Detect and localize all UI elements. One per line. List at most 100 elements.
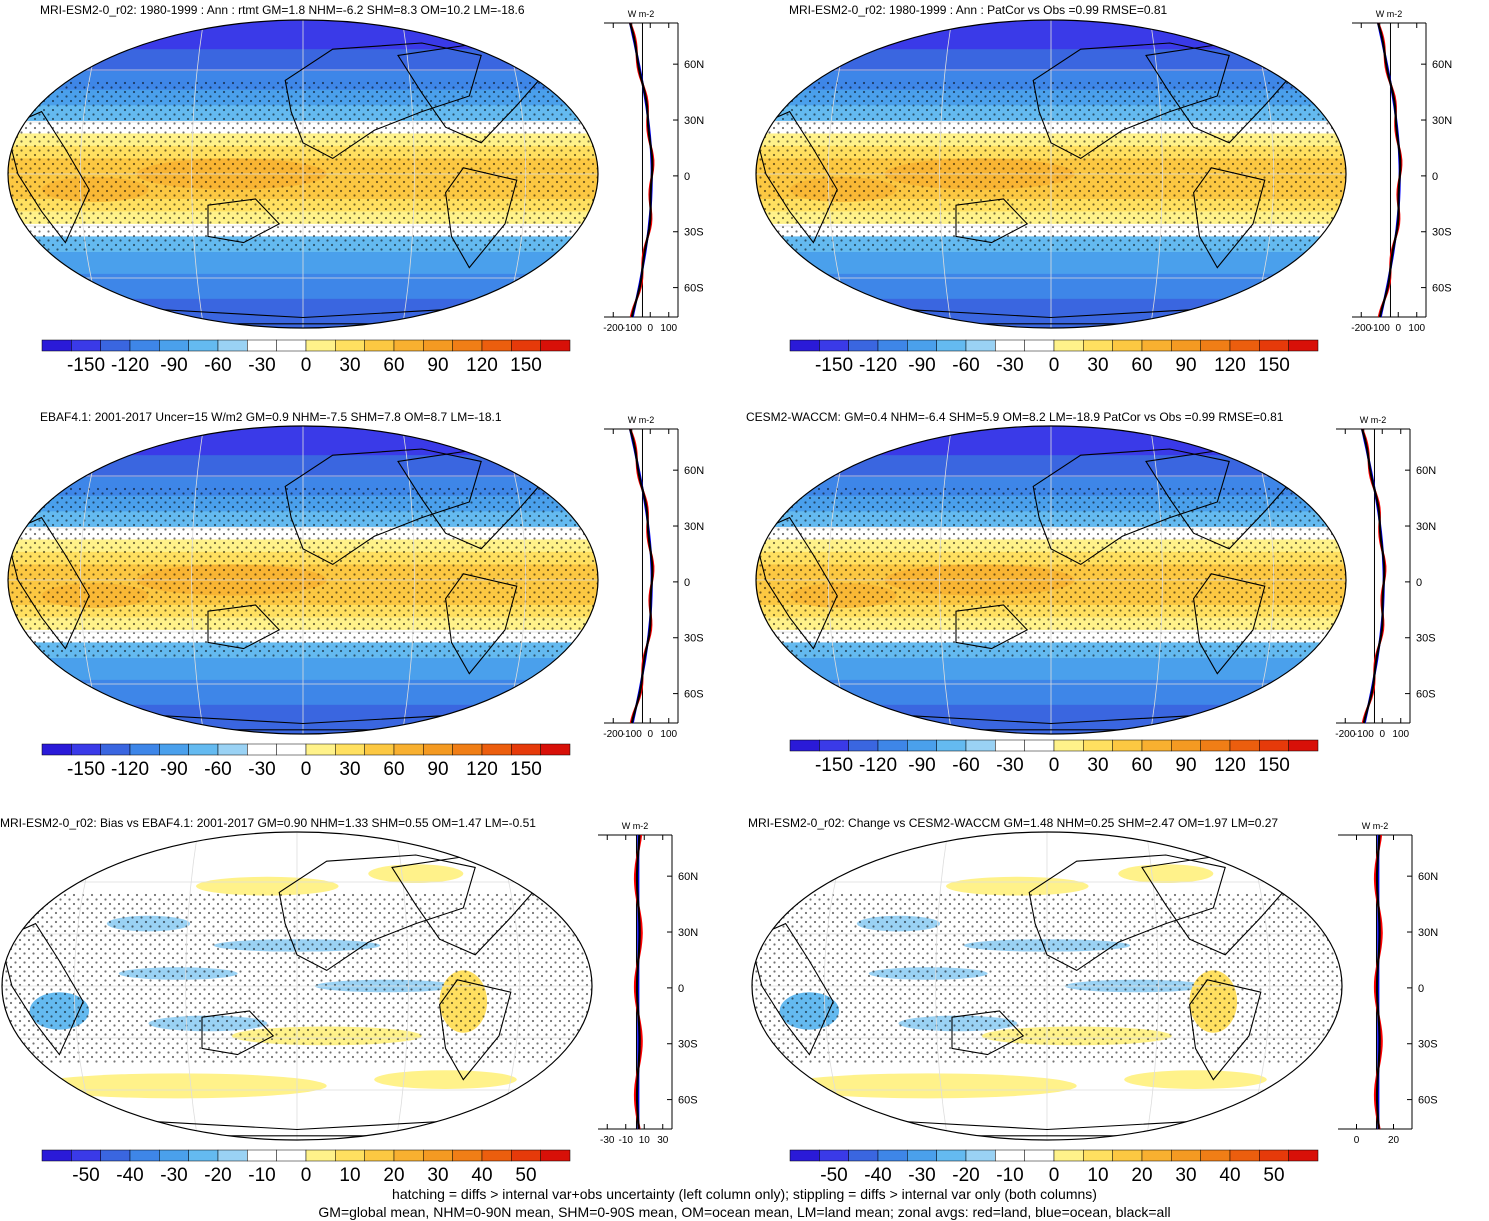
colorbar-tick-label: 20 <box>1131 1165 1152 1186</box>
colorbar-tick-label: 30 <box>339 759 360 780</box>
colorbar-tick-label: -150 <box>815 755 853 776</box>
zonal-lat-label: 30N <box>684 115 704 127</box>
colorbar-tick-label: -10 <box>248 1165 275 1186</box>
colorbar-tick-label: -50 <box>72 1165 99 1186</box>
zonal-lat-label: 0 <box>678 983 684 995</box>
colorbar-tick-label: 120 <box>466 355 498 376</box>
zonal-xtick-label: 0 <box>1379 729 1385 740</box>
colorbar-tick-label: 30 <box>427 1165 448 1186</box>
colorbar-tick-label: 0 <box>1049 355 1060 376</box>
panel-title-3: EBAF4.1: 2001-2017 Uncer=15 W/m2 GM=0.9 … <box>40 410 502 424</box>
colorbar-tick-label: 90 <box>1175 755 1196 776</box>
zonal-mean-plot-1: W m-2 -200-100 0 100 60N 30N 0 30S 60S <box>603 9 704 334</box>
zonal-mean-plot-2: W m-2 -200-100 0 100 60N 30N 0 30S 60S <box>1351 9 1452 334</box>
zonal-lat-label: 60S <box>678 1095 698 1107</box>
footnote-means: GM=global mean, NHM=0-90N mean, SHM=0-90… <box>318 1204 1171 1220</box>
colorbar-tick-label: 90 <box>1175 355 1196 376</box>
colorbar-tick-label: 150 <box>510 355 542 376</box>
zonal-xtick-label: -10 <box>619 1135 634 1146</box>
colorbar-tick-label: 10 <box>1087 1165 1108 1186</box>
zonal-lat-label: 0 <box>684 171 690 183</box>
colorbar-tick-label: 50 <box>515 1165 536 1186</box>
colorbar-tick-label: 60 <box>1131 755 1152 776</box>
zonal-unit-label: W m-2 <box>628 415 655 425</box>
colorbar-tick-label: 60 <box>383 759 404 780</box>
colorbar-tick-label: -30 <box>248 355 275 376</box>
zonal-lat-label: 60S <box>1432 283 1452 295</box>
zonal-lat-label: 0 <box>1416 577 1422 589</box>
zonal-xtick-label: 0 <box>1395 323 1401 334</box>
colorbar-tick-label: -60 <box>204 355 231 376</box>
panel-title-1: MRI-ESM2-0_r02: 1980-1999 : Ann : rtmt G… <box>40 3 525 17</box>
zonal-xtick-label: 0 <box>647 729 653 740</box>
zonal-lat-label: 60S <box>1418 1095 1438 1107</box>
zonal-xtick-label: 20 <box>1388 1135 1400 1146</box>
zonal-xtick-label: -200 <box>1351 323 1371 334</box>
zonal-lat-label: 60S <box>684 283 704 295</box>
zonal-mean-plot-4: W m-2 -200-100 0 100 60N 30N 0 30S 60S <box>1335 415 1436 740</box>
zonal-lat-label: 30S <box>1416 633 1436 645</box>
colorbar-tick-label: 0 <box>301 355 312 376</box>
colorbar-tick-label: -150 <box>67 759 105 780</box>
colorbar-tick-label: 150 <box>510 759 542 780</box>
colorbar-tick-label: -90 <box>908 355 935 376</box>
colorbar-tick-label: 10 <box>339 1165 360 1186</box>
zonal-mean-plot-6: W m-2 0 20 60N 30N 0 30S 60S <box>1338 821 1438 1146</box>
colorbar-tick-label: 20 <box>383 1165 404 1186</box>
colorbar-tick-label: -120 <box>111 355 149 376</box>
world-map-1 <box>7 19 599 329</box>
colorbar-tick-label: -90 <box>908 755 935 776</box>
zonal-xtick-label: 0 <box>1354 1135 1360 1146</box>
zonal-lat-label: 30S <box>684 227 704 239</box>
zonal-mean-plot-5: W m-2 -30 -10 10 30 60N 30N 0 30S 60S <box>598 821 698 1146</box>
zonal-xtick-label: 100 <box>1392 729 1409 740</box>
zonal-lat-label: 60N <box>684 59 704 71</box>
colorbar-tick-label: -60 <box>952 355 979 376</box>
colorbar-tick-label: 90 <box>427 759 448 780</box>
zonal-xtick-label: -100 <box>622 323 642 334</box>
colorbar-tick-label: 40 <box>471 1165 492 1186</box>
colorbar-tick-label: -120 <box>859 355 897 376</box>
colorbar-tick-label: -40 <box>116 1165 143 1186</box>
zonal-mean-plot-3: W m-2 -200-100 0 100 60N 30N 0 30S 60S <box>603 415 704 740</box>
colorbar-tick-label: 0 <box>1049 755 1060 776</box>
colorbar-tick-label: -150 <box>67 355 105 376</box>
zonal-xtick-label: 100 <box>1408 323 1425 334</box>
colorbar-tick-label: 30 <box>339 355 360 376</box>
zonal-unit-label: W m-2 <box>1360 415 1387 425</box>
colorbar-tick-label: -90 <box>160 355 187 376</box>
panel-title-2: MRI-ESM2-0_r02: 1980-1999 : Ann : PatCor… <box>789 3 1168 17</box>
zonal-lat-label: 0 <box>1432 171 1438 183</box>
colorbar-tick-label: 60 <box>1131 355 1152 376</box>
zonal-xtick-label: 100 <box>660 323 677 334</box>
colorbar-tick-label: -120 <box>111 759 149 780</box>
zonal-lat-label: 30S <box>684 633 704 645</box>
zonal-xtick-label: 0 <box>647 323 653 334</box>
colorbar-tick-label: 150 <box>1258 755 1290 776</box>
colorbar-tick-label: 0 <box>301 1165 312 1186</box>
colorbar-tick-label: 120 <box>1214 355 1246 376</box>
zonal-xtick-label: 100 <box>660 729 677 740</box>
colorbar-2: -150 -120 -90 -60 -30 0 30 60 90 120 150 <box>789 339 1319 376</box>
colorbar-tick-label: -30 <box>908 1165 935 1186</box>
colorbar-5: -50 -40 -30 -20 -10 0 10 20 30 40 50 <box>41 1149 571 1186</box>
zonal-lat-label: 30S <box>678 1039 698 1051</box>
zonal-xtick-label: -200 <box>1335 729 1355 740</box>
zonal-xtick-label: 30 <box>657 1135 669 1146</box>
zonal-lat-label: 60S <box>1416 689 1436 701</box>
colorbar-tick-label: -30 <box>996 355 1023 376</box>
zonal-lat-label: 60S <box>684 689 704 701</box>
zonal-lat-label: 0 <box>684 577 690 589</box>
colorbar-tick-label: 50 <box>1263 1165 1284 1186</box>
world-map-5 <box>1 831 593 1141</box>
colorbar-tick-label: -10 <box>996 1165 1023 1186</box>
colorbar-tick-label: 40 <box>1219 1165 1240 1186</box>
colorbar-tick-label: -40 <box>864 1165 891 1186</box>
world-map-2 <box>755 19 1347 329</box>
colorbar-tick-label: -30 <box>160 1165 187 1186</box>
colorbar-tick-label: -20 <box>952 1165 979 1186</box>
panel-title-5: MRI-ESM2-0_r02: Bias vs EBAF4.1: 2001-20… <box>0 816 536 830</box>
colorbar-tick-label: -150 <box>815 355 853 376</box>
colorbar-tick-label: -120 <box>859 755 897 776</box>
colorbar-tick-label: -90 <box>160 759 187 780</box>
